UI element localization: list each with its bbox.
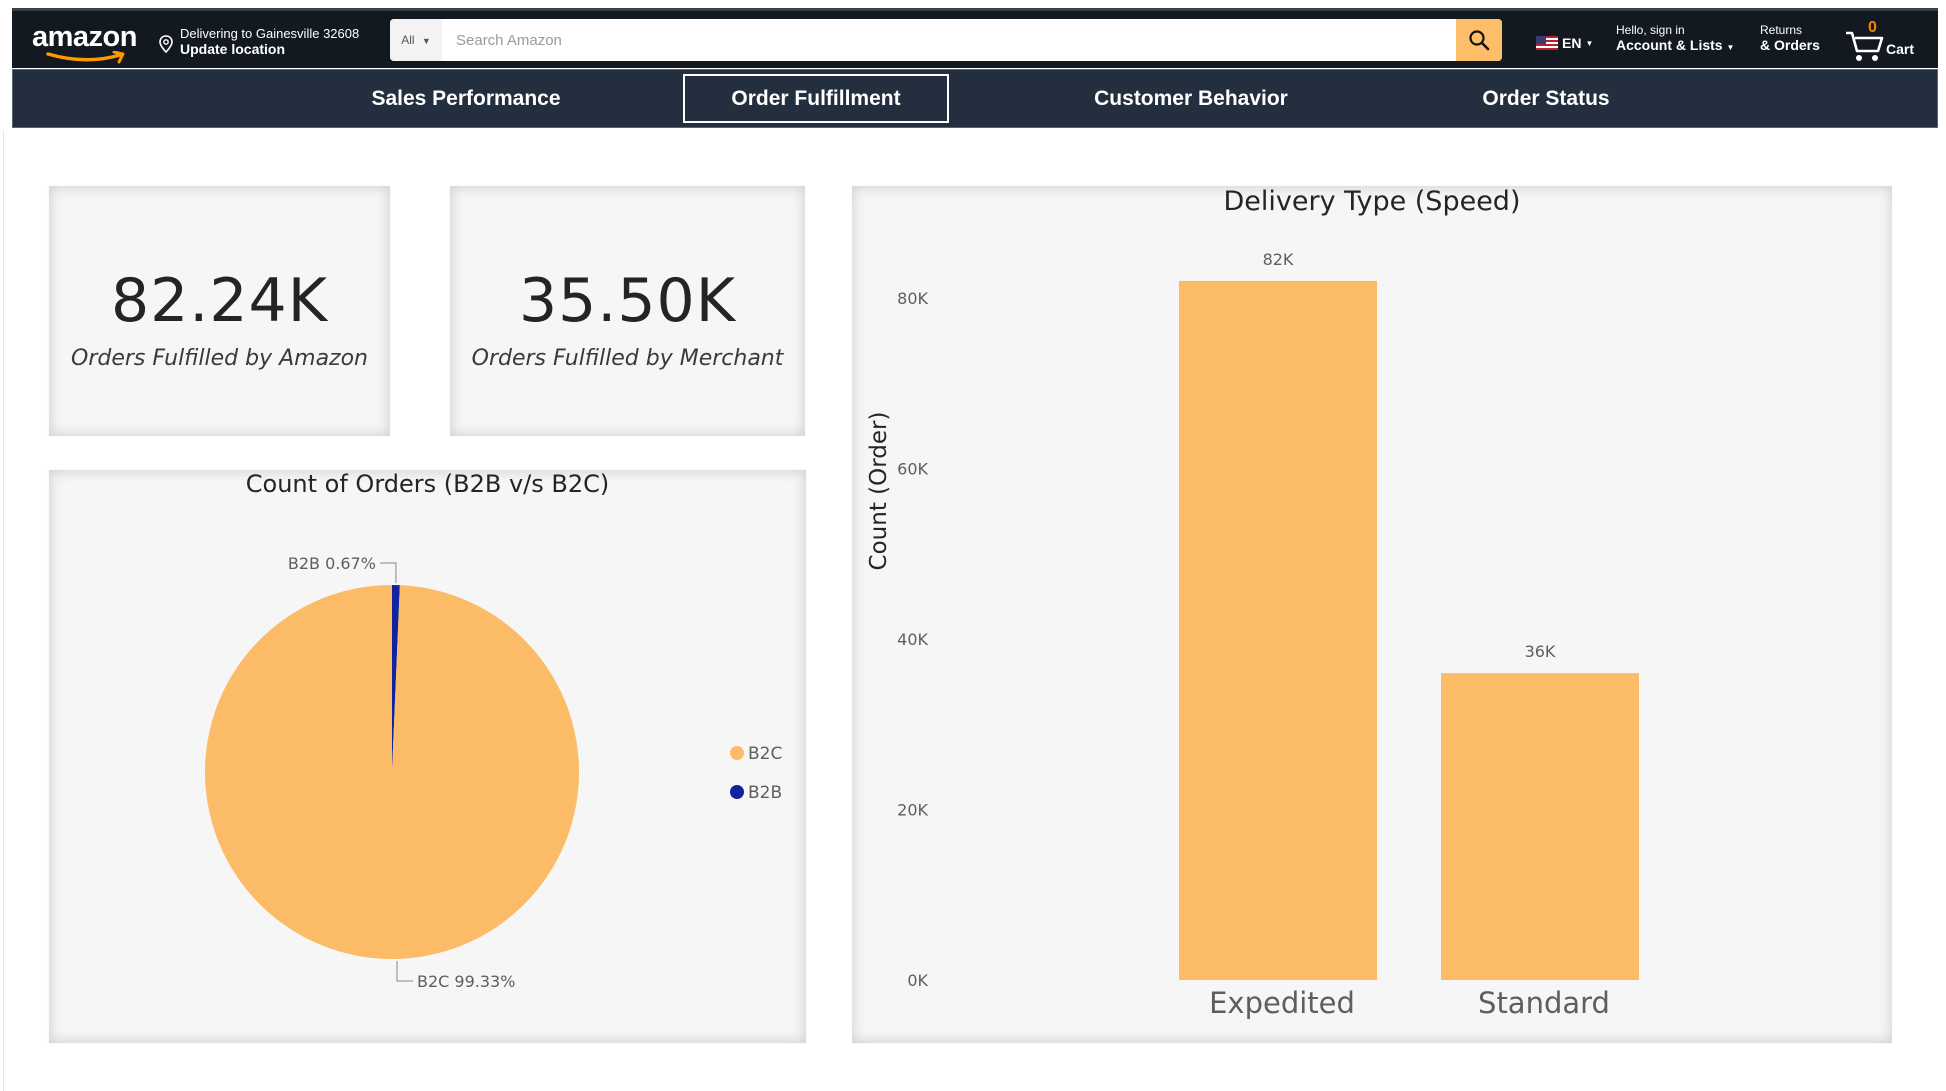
location-line2: Update location [180, 41, 286, 57]
tab-customer-behavior[interactable]: Customer Behavior [1094, 87, 1288, 110]
y-tick-label: 80K [897, 289, 928, 308]
tab-order-fulfillment[interactable]: Order Fulfillment [679, 70, 953, 127]
search-button[interactable] [1456, 19, 1502, 61]
account-greeting: Hello, sign in [1616, 23, 1685, 37]
account-lists-label: Account & Lists ▼ [1616, 37, 1734, 53]
x-tick-label: Standard [1478, 986, 1610, 1020]
us-flag-icon [1536, 36, 1558, 50]
search-category-label: All [401, 33, 415, 47]
orders-label: & Orders [1760, 37, 1820, 53]
tab-order-status[interactable]: Order Status [1482, 87, 1610, 110]
bar-data-label: 82K [1263, 250, 1294, 269]
chevron-down-icon: ▼ [421, 36, 431, 46]
bar-standard [1441, 673, 1639, 980]
dashboard-tabs: Sales Performance Order Fulfillment Cust… [12, 69, 1938, 128]
pie-chart: B2B 0.67% B2C 99.33% B2C B2B [205, 554, 782, 991]
language-label: EN [1562, 35, 1582, 51]
kpi-value-amazon: 82.24K [110, 266, 329, 336]
pie-label-b2b: B2B 0.67% [288, 554, 376, 573]
language-selector[interactable]: EN ▼ [1536, 35, 1593, 51]
search-icon [1469, 30, 1490, 51]
cart-icon [1846, 31, 1884, 61]
x-tick-label: Expedited [1209, 986, 1355, 1020]
pie-label-b2c: B2C 99.33% [417, 972, 515, 991]
cart-label: Cart [1886, 41, 1915, 57]
kpi-label-amazon: Orders Fulfilled by Amazon [71, 346, 368, 371]
kpi-card-amazon: 82.24K Orders Fulfilled by Amazon [49, 186, 390, 436]
kpi-card-merchant: 35.50K Orders Fulfilled by Merchant [450, 186, 805, 436]
y-tick-label: 40K [897, 630, 928, 649]
account-lists-text: Account & Lists [1616, 37, 1723, 53]
logo-text: amazon [32, 21, 137, 53]
tab-sales-performance[interactable]: Sales Performance [371, 87, 561, 110]
caret-down-icon: ▼ [1585, 38, 1594, 48]
location-pin-icon [159, 35, 173, 53]
bar-expedited [1179, 280, 1377, 980]
amazon-header: amazon Delivering to Gainesville 32608 U… [12, 11, 1938, 68]
y-tick-label: 60K [897, 460, 928, 479]
left-divider [3, 130, 4, 1091]
pie-leader-b2c [396, 961, 413, 982]
search-input[interactable] [448, 19, 1454, 61]
bar-chart-card: Delivery Type (Speed) 0K 20K 40K 60K 80K Coun… [852, 186, 1892, 1043]
pie-chart-title: Count of Orders (B2B v/s B2C) [245, 470, 610, 498]
legend-marker-b2c [730, 746, 744, 760]
legend-label-b2c: B2C [748, 744, 782, 764]
amazon-logo[interactable]: amazon [32, 21, 144, 64]
y-tick-label: 20K [897, 801, 928, 820]
y-axis-title: Count (Order) [866, 412, 892, 571]
account-menu[interactable]: Hello, sign in Account & Lists ▼ [1616, 23, 1734, 53]
location-line1: Delivering to Gainesville 32608 [180, 26, 360, 41]
legend-label-b2b: B2B [748, 783, 782, 803]
returns-orders-link[interactable]: Returns & Orders [1760, 23, 1820, 53]
logo-smile-icon [46, 51, 125, 64]
search-category-dropdown[interactable]: All ▼ [390, 19, 442, 61]
kpi-label-merchant: Orders Fulfilled by Merchant [471, 346, 784, 371]
cart-button[interactable]: 0 Cart [1844, 19, 1924, 63]
returns-label: Returns [1760, 23, 1803, 37]
pie-chart-card: Count of Orders (B2B v/s B2C) B2B 0.67% B… [49, 470, 806, 1043]
pie-leader-b2b [379, 562, 397, 583]
top-border [12, 8, 1938, 11]
bar-chart: 0K 20K 40K 60K 80K Count (Order) 82K Expedited 3… [866, 250, 1639, 1020]
y-tick-label: 0K [907, 971, 928, 990]
pie-slice-b2c [205, 585, 579, 959]
kpi-value-merchant: 35.50K [518, 266, 737, 336]
pie-slice-b2b [392, 585, 400, 772]
cart-count-badge: 0 [1868, 19, 1877, 36]
caret-down-icon: ▼ [1726, 43, 1735, 52]
legend-marker-b2b [730, 785, 744, 799]
bar-chart-title: Delivery Type (Speed) [1223, 186, 1521, 217]
bar-data-label: 36K [1525, 642, 1556, 661]
search-bar: All ▼ [390, 19, 1502, 61]
